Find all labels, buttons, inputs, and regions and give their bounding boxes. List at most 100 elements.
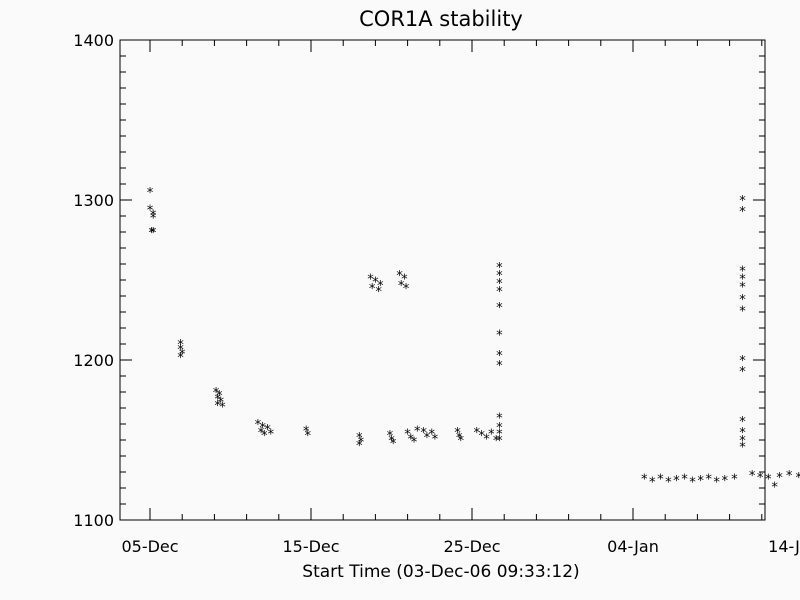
data-point: *	[739, 415, 747, 430]
x-tick-label: 04-Jan	[607, 537, 659, 556]
data-point: *	[721, 474, 729, 489]
data-point: *	[304, 429, 312, 444]
data-point: *	[413, 424, 421, 439]
data-point: *	[495, 428, 503, 443]
data-point: *	[367, 272, 375, 287]
data-point: *	[731, 472, 739, 487]
data-point: *	[400, 272, 408, 287]
y-tick-label: 1100	[73, 511, 114, 530]
data-point: *	[260, 429, 268, 444]
data-point: *	[495, 349, 503, 364]
data-points: ******************** ** ** ****************…	[146, 186, 800, 495]
data-point: *	[178, 348, 186, 363]
data-point: *	[402, 282, 410, 297]
data-point: *	[177, 338, 185, 353]
chart-title: COR1A stability	[359, 7, 523, 31]
y-axis-tick-labels: 1100 1200 1300 1400	[73, 31, 114, 530]
data-point: *	[423, 431, 431, 446]
data-point: *	[713, 476, 721, 491]
data-point: *	[656, 472, 664, 487]
data-point: *	[487, 428, 495, 443]
data-point: *	[640, 472, 648, 487]
data-point: *	[431, 432, 439, 447]
data-point: *	[495, 277, 503, 292]
data-point: *	[388, 434, 396, 449]
data-point: *	[407, 432, 415, 447]
data-point: *	[495, 285, 503, 300]
data-point: *	[495, 359, 503, 374]
x-tick-label: 15-Dec	[282, 537, 339, 556]
data-point: *	[739, 205, 747, 220]
data-point: *	[492, 434, 500, 449]
data-point: *	[259, 421, 267, 436]
y-tick-label: 1400	[73, 31, 114, 50]
data-point: *	[215, 389, 223, 404]
data-point: *	[386, 429, 394, 444]
data-point: *	[739, 354, 747, 369]
data-point: *	[410, 436, 418, 451]
data-point: *	[739, 272, 747, 287]
data-point: *	[495, 412, 503, 427]
data-point: *	[376, 279, 384, 294]
data-point: *	[397, 279, 405, 294]
data-point: *	[267, 428, 275, 443]
data-point: *	[264, 423, 272, 438]
data-point: *	[457, 434, 465, 449]
data-point: *	[739, 293, 747, 308]
y-tick-label: 1300	[73, 191, 114, 210]
data-point: *	[368, 282, 376, 297]
data-point: *	[739, 194, 747, 209]
data-point: *	[219, 400, 227, 415]
data-point: *	[302, 424, 310, 439]
data-point: *	[756, 471, 764, 486]
x-axis-tick-labels: 05-Dec 15-Dec 25-Dec 04-Jan 14-Jan	[121, 537, 800, 556]
data-point: *	[739, 426, 747, 441]
data-point: *	[473, 426, 481, 441]
data-point: *	[454, 426, 462, 441]
data-point: *	[739, 280, 747, 295]
data-point: *	[146, 204, 154, 219]
data-point: *	[214, 392, 222, 407]
data-point: *	[355, 431, 363, 446]
data-point: *	[148, 226, 156, 241]
data-point: *	[495, 434, 503, 449]
data-point: *	[495, 269, 503, 284]
data-point: *	[483, 432, 491, 447]
data-point: *	[149, 212, 157, 227]
data-point: *	[149, 226, 157, 241]
data-point: *	[764, 472, 772, 487]
x-tick-label: 14-Jan	[768, 537, 800, 556]
data-point: *	[771, 480, 779, 495]
data-point: *	[648, 476, 656, 491]
data-point: *	[212, 386, 220, 401]
data-point: *	[478, 429, 486, 444]
plot-frame	[119, 39, 766, 521]
axis-ticks	[120, 39, 765, 521]
data-point: *	[177, 351, 185, 366]
data-point: *	[776, 471, 784, 486]
data-point: *	[495, 421, 503, 436]
x-axis-label: Start Time (03-Dec-06 09:33:12)	[302, 562, 579, 582]
data-point: *	[177, 343, 185, 358]
data-point: *	[404, 428, 412, 443]
data-point: *	[428, 428, 436, 443]
data-point: *	[665, 476, 673, 491]
data-point: *	[254, 418, 262, 433]
data-point: *	[389, 437, 397, 452]
data-point: *	[705, 472, 713, 487]
data-point: *	[146, 186, 154, 201]
data-point: *	[795, 471, 800, 486]
data-point: *	[149, 208, 157, 223]
data-point: *	[739, 264, 747, 279]
data-point: *	[355, 439, 363, 454]
data-point: *	[357, 436, 365, 451]
data-point: *	[455, 431, 463, 446]
data-point: *	[420, 426, 428, 441]
data-point: *	[673, 474, 681, 489]
data-point: *	[257, 426, 265, 441]
data-point: *	[739, 440, 747, 455]
data-point: *	[689, 476, 697, 491]
data-point: *	[739, 365, 747, 380]
data-point: *	[495, 261, 503, 276]
